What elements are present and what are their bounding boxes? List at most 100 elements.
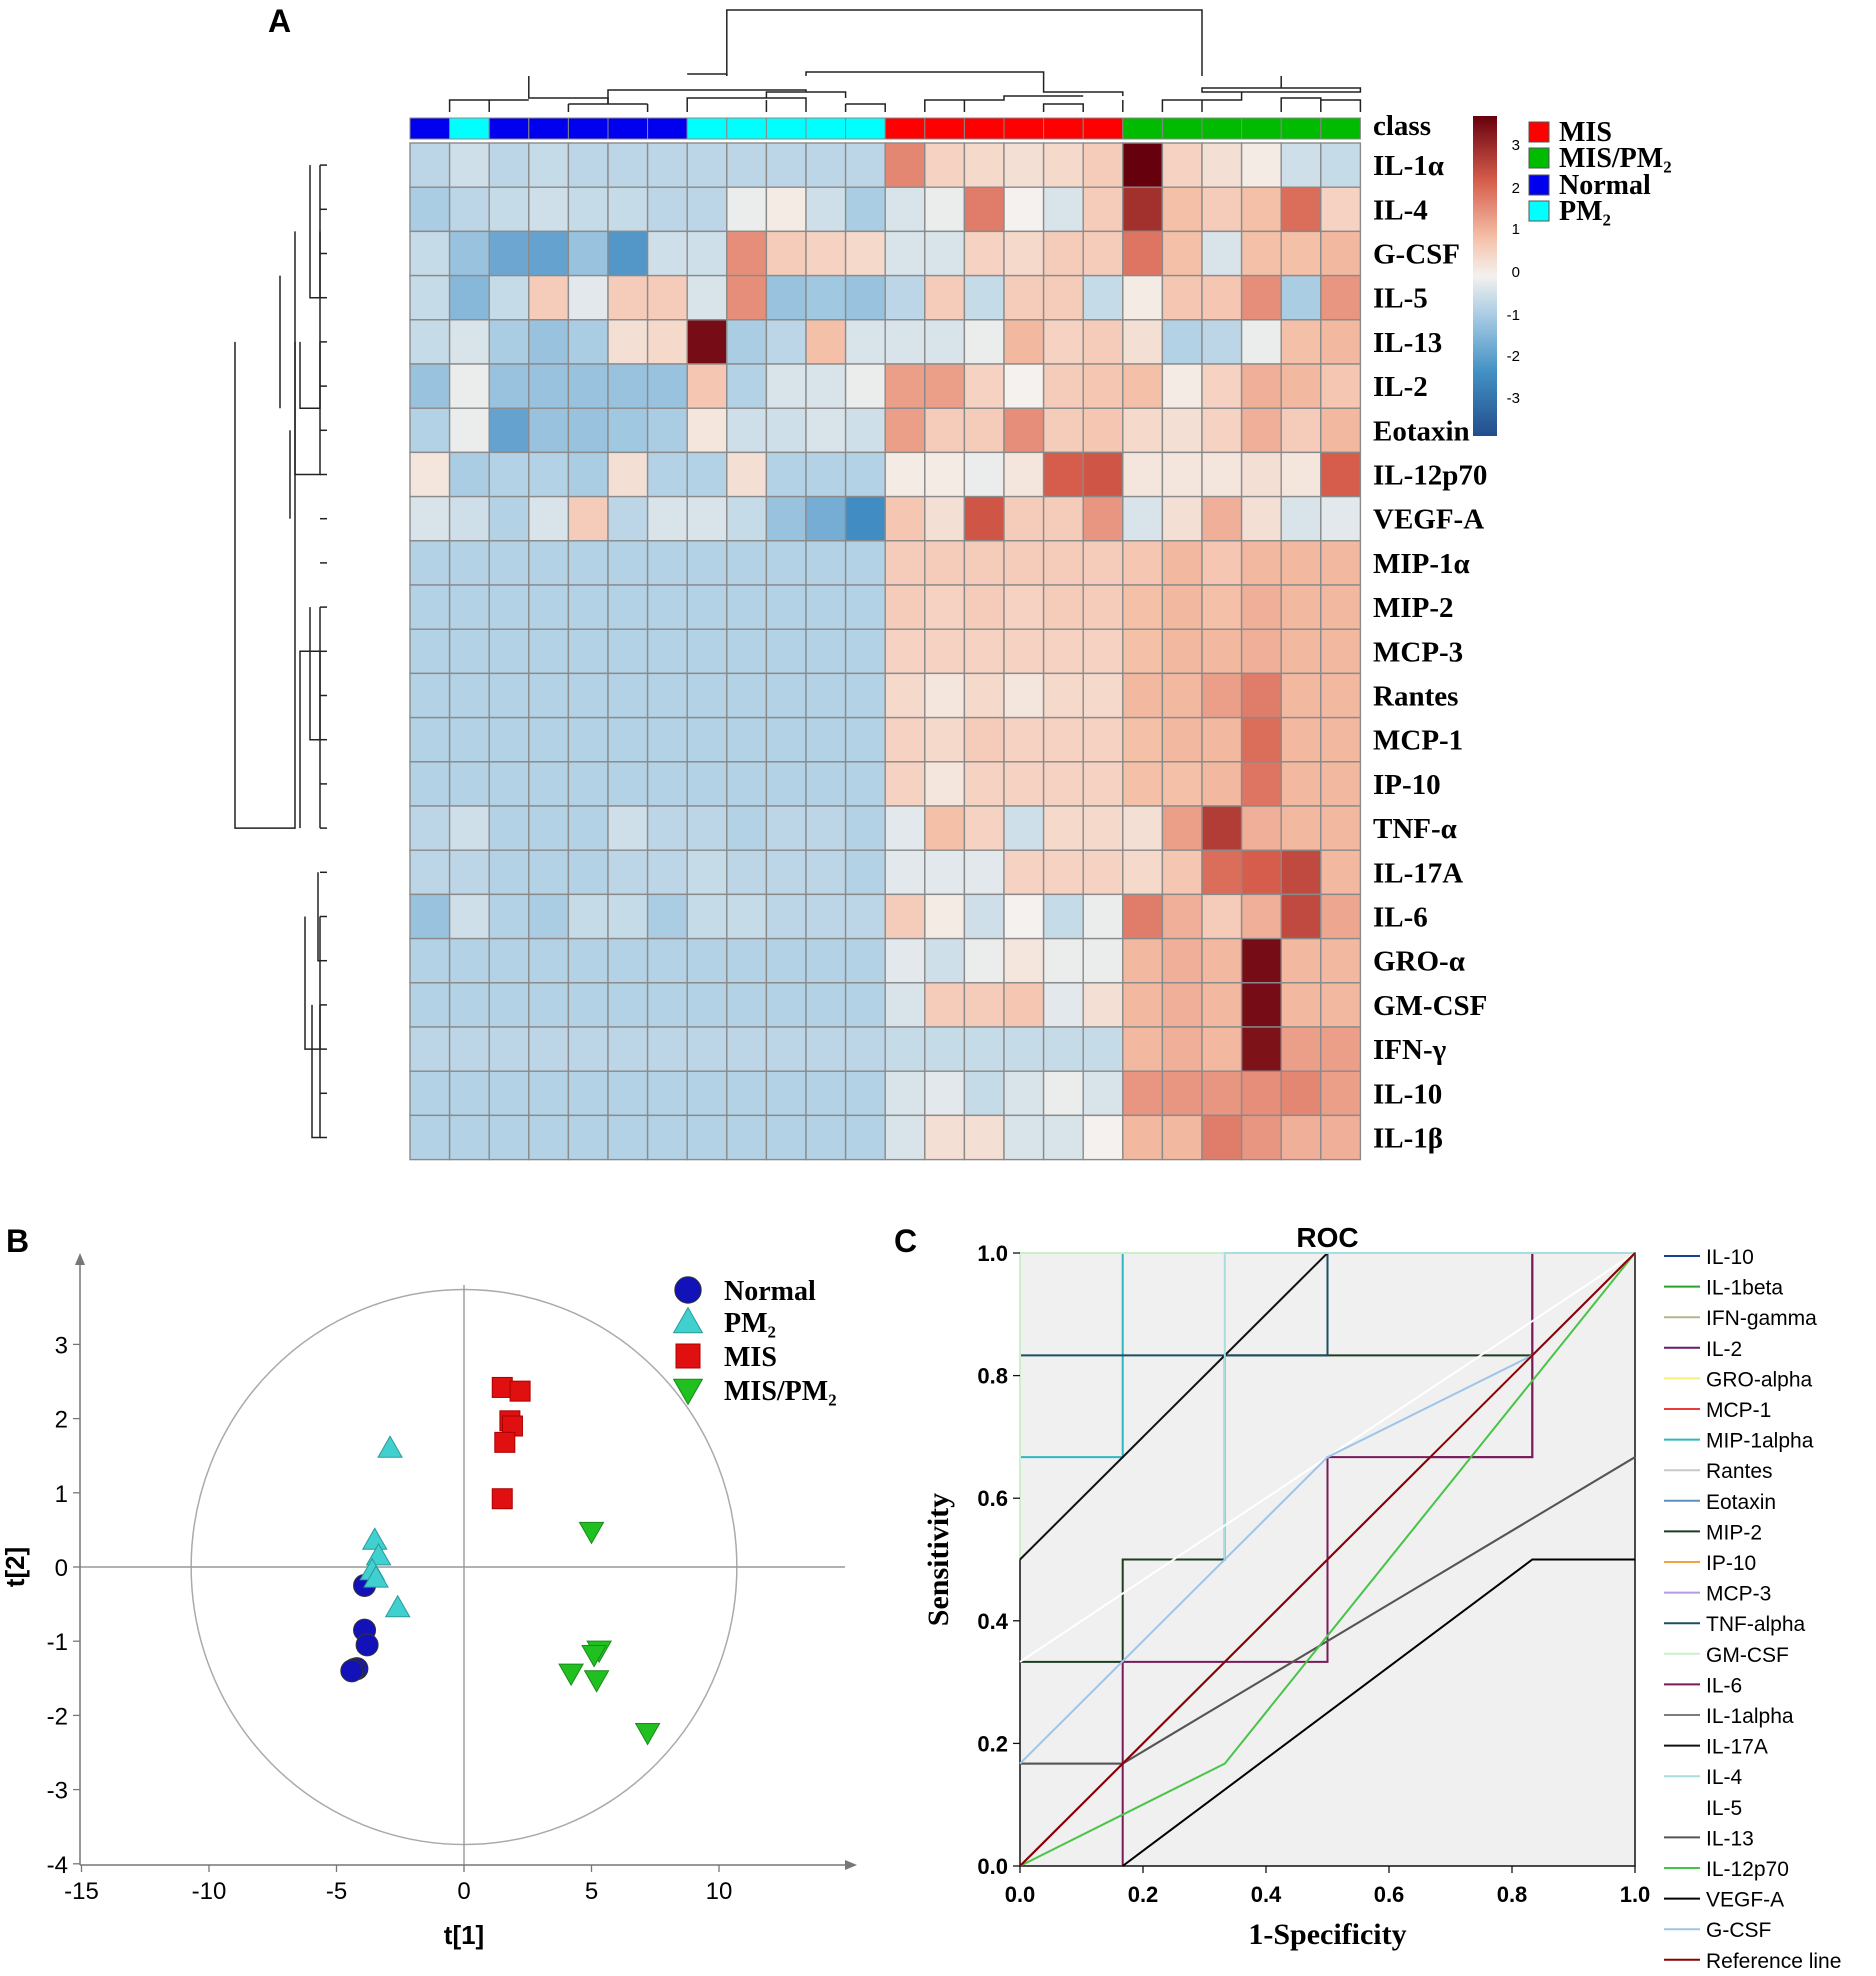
heatmap-cell xyxy=(963,230,1005,277)
heatmap-cell xyxy=(1003,142,1045,188)
heatmap-cell xyxy=(646,628,688,675)
heatmap-cell xyxy=(1320,1070,1362,1117)
dendrogram-branch xyxy=(309,607,321,741)
heatmap-cell xyxy=(924,230,966,277)
heatmap-cell xyxy=(1320,716,1362,763)
heatmap-cell xyxy=(1240,982,1282,1028)
heatmap-cell xyxy=(409,319,451,365)
heatmap-cell xyxy=(963,982,1005,1028)
heatmap-cell xyxy=(1201,672,1243,719)
row-label: IL-5 xyxy=(1373,283,1428,315)
heatmap-cell xyxy=(607,982,649,1028)
score-point-pm- xyxy=(377,1435,403,1458)
heatmap-cell xyxy=(963,451,1005,498)
y-axis-arrow xyxy=(75,1253,85,1265)
score-legend-label: PM₂ xyxy=(724,1308,776,1339)
heatmap-cell xyxy=(646,363,688,409)
heatmap-cell xyxy=(488,1070,530,1117)
heatmap-cell xyxy=(884,982,926,1028)
heatmap-cell xyxy=(884,849,926,896)
heatmap-cell xyxy=(1240,805,1282,851)
heatmap-cell xyxy=(805,186,847,233)
heatmap-cell xyxy=(963,628,1005,675)
heatmap-cell xyxy=(765,716,807,763)
heatmap-cell xyxy=(409,716,451,763)
heatmap-cell xyxy=(1161,672,1203,719)
dendrogram-branch xyxy=(1320,99,1362,112)
heatmap-cell xyxy=(884,142,926,188)
heatmap-cell xyxy=(1042,363,1084,409)
dendrogram-branch xyxy=(317,872,320,962)
heatmap-cell xyxy=(963,495,1005,542)
heatmap-cell xyxy=(409,937,451,984)
roc-legend-label: IL-5 xyxy=(1706,1797,1742,1820)
heatmap-cell xyxy=(1320,495,1362,542)
heatmap-cell xyxy=(924,1026,966,1072)
x-tick-label: 0 xyxy=(457,1878,470,1905)
heatmap-cell xyxy=(1240,937,1282,984)
heatmap-cell xyxy=(448,982,490,1028)
heatmap-cell xyxy=(607,540,649,586)
heatmap-cell xyxy=(844,584,886,630)
heatmap-cell xyxy=(726,849,768,896)
heatmap-cell xyxy=(686,849,728,896)
heatmap-cell xyxy=(1003,672,1045,719)
heatmap-cell xyxy=(884,628,926,675)
colorbar-tick: 0 xyxy=(1512,264,1520,281)
row-label: GRO-α xyxy=(1373,946,1465,978)
heatmap-cell xyxy=(726,893,768,940)
heatmap-cell xyxy=(805,142,847,188)
heatmap-cell xyxy=(1320,1114,1362,1161)
heatmap-cell xyxy=(1161,451,1203,498)
heatmap-cell xyxy=(726,1026,768,1072)
class-cell xyxy=(567,117,609,140)
heatmap-cell xyxy=(924,319,966,365)
heatmap-cell xyxy=(1042,186,1084,233)
heatmap-cell xyxy=(448,716,490,763)
class-cell xyxy=(686,117,728,140)
heatmap-cell xyxy=(1240,628,1282,675)
heatmap-cell xyxy=(1082,805,1124,851)
heatmap-cell xyxy=(1161,1070,1203,1117)
row-label: IL-6 xyxy=(1373,902,1428,934)
heatmap-cell xyxy=(844,1114,886,1161)
row-label: IP-10 xyxy=(1373,769,1441,801)
heatmap-cell xyxy=(1003,451,1045,498)
heatmap-cell xyxy=(686,407,728,454)
heatmap-cell xyxy=(1201,761,1243,807)
y-tick-label: 2 xyxy=(55,1407,68,1434)
class-legend-label: Normal xyxy=(1559,170,1651,201)
heatmap-cell xyxy=(528,142,570,188)
heatmap-cell xyxy=(765,849,807,896)
heatmap-cell xyxy=(607,1114,649,1161)
heatmap-cell xyxy=(1161,142,1203,188)
score-legend-marker xyxy=(672,1306,704,1334)
heatmap-cell xyxy=(924,761,966,807)
heatmap-cell xyxy=(1042,716,1084,763)
y-tick-label: -1 xyxy=(47,1629,68,1656)
colorbar-tick: -2 xyxy=(1507,348,1520,365)
roc-legend-label: IL-6 xyxy=(1706,1674,1742,1697)
heatmap-cell xyxy=(1082,319,1124,365)
heatmap-cell xyxy=(1122,186,1164,233)
heatmap-cell xyxy=(884,186,926,233)
heatmap-cell xyxy=(963,186,1005,233)
heatmap-cell xyxy=(1280,716,1322,763)
heatmap-cell xyxy=(963,937,1005,984)
heatmap-cell xyxy=(646,230,688,277)
heatmap-cell xyxy=(567,982,609,1028)
y-tick-label: -2 xyxy=(47,1703,68,1730)
heatmap-cell xyxy=(646,186,688,233)
x-tick-label: -15 xyxy=(64,1878,99,1905)
roc-curve-vegf-a xyxy=(1122,1558,1635,1867)
heatmap-cell xyxy=(1161,628,1203,675)
heatmap-cell xyxy=(884,230,926,277)
class-annotation-bar xyxy=(409,117,1361,140)
heatmap-cell xyxy=(726,1114,768,1161)
heatmap-cell xyxy=(1122,1026,1164,1072)
heatmap-cell xyxy=(924,672,966,719)
row-label: IL-17A xyxy=(1373,857,1463,889)
heatmap-cell xyxy=(1240,451,1282,498)
class-cell xyxy=(1003,117,1045,140)
